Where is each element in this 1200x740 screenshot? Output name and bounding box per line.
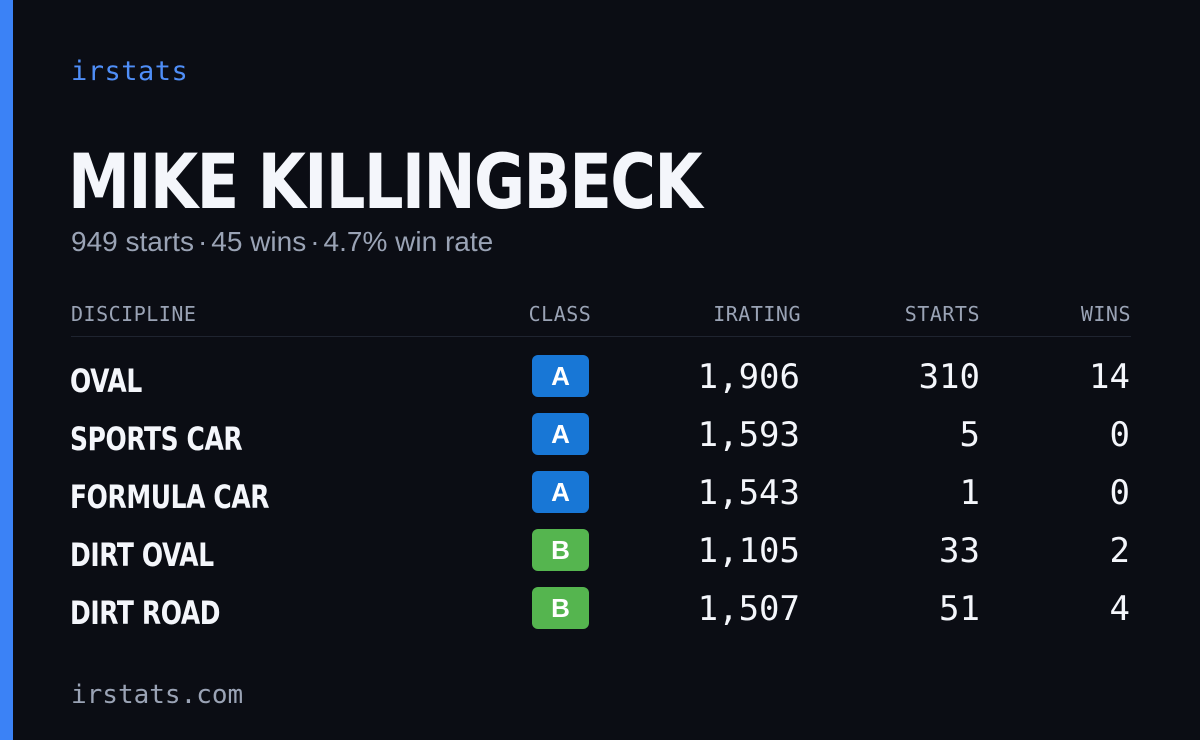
discipline-name: FORMULA CAR	[70, 478, 270, 516]
driver-summary: 949 starts · 45 wins · 4.7% win rate	[71, 226, 493, 258]
summary-separator: ·	[310, 226, 320, 257]
table-header: DISCIPLINE CLASS IRATING STARTS WINS	[71, 296, 1131, 337]
header-starts: STARTS	[904, 302, 980, 326]
starts-summary: 949 starts	[71, 226, 194, 257]
discipline-name: OVAL	[70, 362, 142, 400]
discipline-name: SPORTS CAR	[70, 420, 243, 458]
header-class: CLASS	[528, 302, 592, 326]
wins-value: 14	[1089, 357, 1130, 397]
irating-value: 1,105	[697, 531, 800, 571]
wins-value: 4	[1109, 589, 1130, 629]
irating-value: 1,906	[697, 357, 800, 397]
table-row: OVAL A 1,906 310 14	[70, 351, 1131, 409]
stats-table: DISCIPLINE CLASS IRATING STARTS WINS OVA…	[70, 296, 1131, 641]
table-row: SPORTS CAR A 1,593 5 0	[70, 409, 1131, 467]
starts-value: 5	[959, 415, 980, 455]
discipline-name: DIRT ROAD	[70, 594, 221, 632]
wins-value: 0	[1109, 473, 1130, 513]
irating-value: 1,543	[697, 473, 800, 513]
table-row: DIRT ROAD B 1,507 51 4	[70, 583, 1131, 641]
starts-value: 33	[939, 531, 980, 571]
wins-value: 2	[1109, 531, 1130, 571]
wins-summary: 45 wins	[211, 226, 307, 257]
table-body: OVAL A 1,906 310 14 SPORTS CAR A 1,593 5…	[70, 351, 1131, 641]
wins-value: 0	[1109, 415, 1130, 455]
class-badge: A	[532, 413, 589, 455]
footer-url: irstats.com	[71, 680, 244, 710]
header-irating: IRATING	[713, 302, 801, 326]
brand-logo-text: irstats	[71, 56, 189, 87]
summary-separator: ·	[197, 226, 208, 257]
irating-value: 1,593	[697, 415, 800, 455]
class-badge: A	[532, 355, 589, 397]
discipline-name: DIRT OVAL	[70, 536, 214, 574]
header-discipline: DISCIPLINE	[71, 302, 197, 326]
class-badge: B	[532, 587, 589, 629]
table-row: FORMULA CAR A 1,543 1 0	[70, 467, 1131, 525]
class-badge: A	[532, 471, 589, 513]
table-row: DIRT OVAL B 1,105 33 2	[70, 525, 1131, 583]
starts-value: 310	[918, 357, 980, 397]
header-wins: WINS	[1080, 302, 1131, 326]
irating-value: 1,507	[697, 589, 800, 629]
accent-bar	[0, 0, 13, 740]
starts-value: 1	[959, 473, 980, 513]
win-rate-summary: 4.7% win rate	[323, 226, 494, 257]
starts-value: 51	[939, 589, 980, 629]
driver-name: MIKE KILLINGBECK	[68, 137, 703, 226]
class-badge: B	[532, 529, 589, 571]
